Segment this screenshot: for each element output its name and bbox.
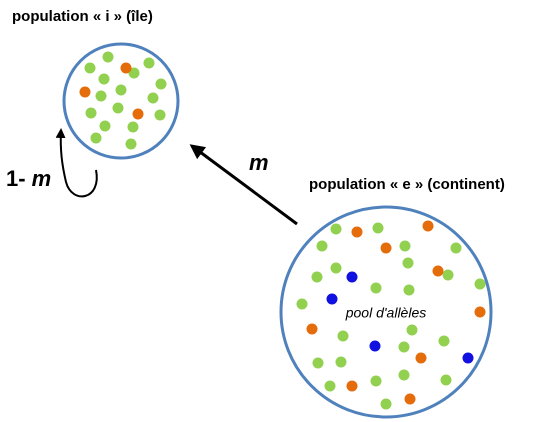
- continent-alleles: [296, 220, 486, 410]
- island-circle: [62, 42, 180, 160]
- self-arrow-variable: m: [32, 166, 52, 191]
- self-arrow-label: 1- m: [6, 166, 51, 191]
- island-alleles: [79, 51, 167, 150]
- continent-circle: [279, 205, 493, 419]
- island-label: population « i » (île): [12, 8, 153, 25]
- self-arrow-prefix: 1-: [6, 166, 26, 191]
- migration-arrow: [189, 144, 298, 226]
- self-arrow: [55, 128, 98, 198]
- migration-label: m: [249, 150, 269, 175]
- pool-label: pool d'allèles: [345, 305, 427, 321]
- continent-label: population « e » (continent): [309, 176, 505, 193]
